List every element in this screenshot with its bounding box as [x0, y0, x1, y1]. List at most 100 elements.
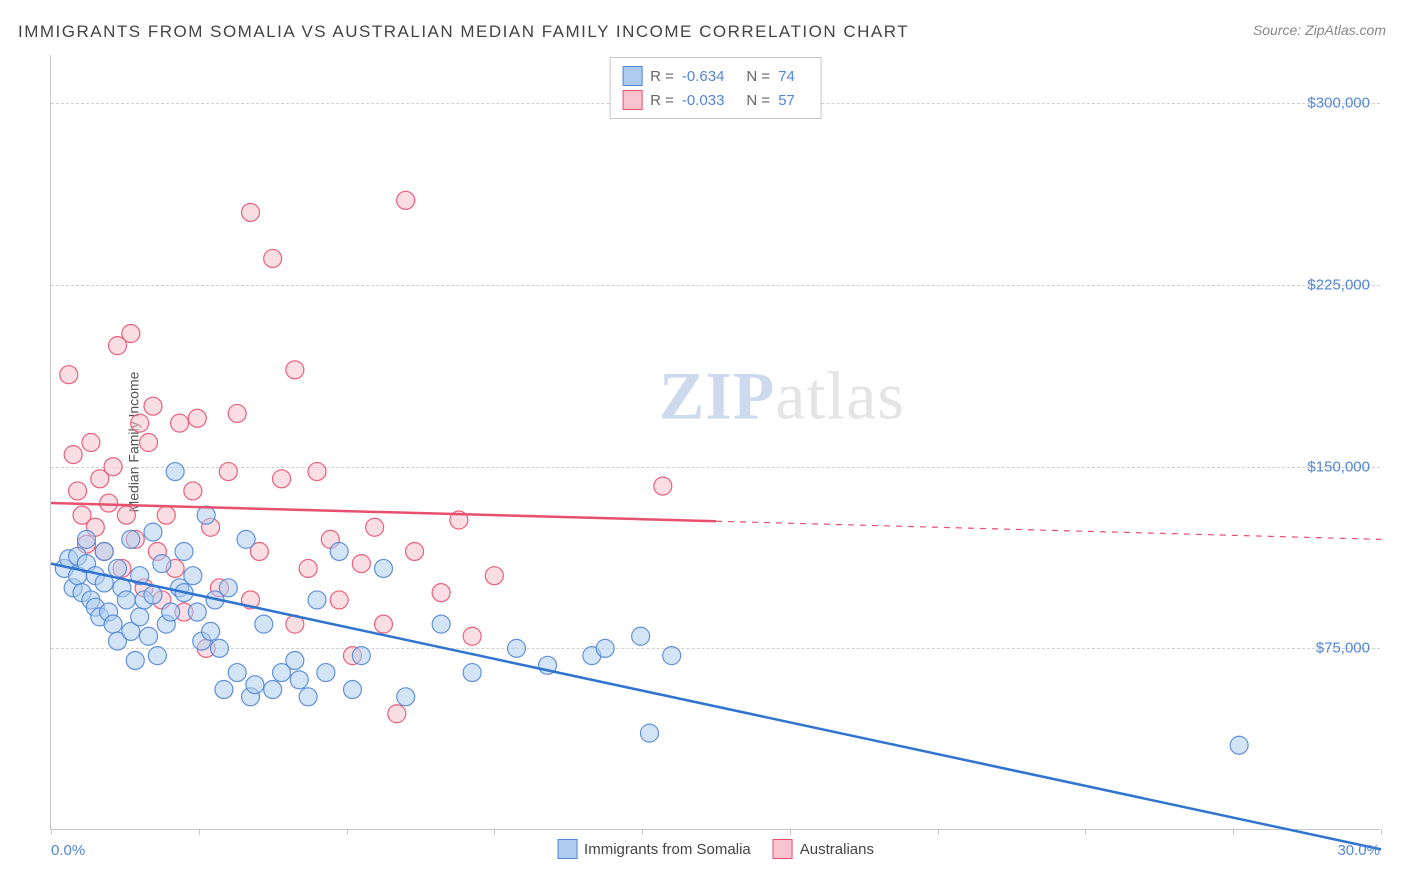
- legend-swatch-blue: [622, 66, 642, 86]
- scatter-point: [210, 639, 228, 657]
- scatter-point: [352, 555, 370, 573]
- scatter-point: [219, 579, 237, 597]
- scatter-point: [286, 361, 304, 379]
- legend-label-australians: Australians: [800, 841, 874, 858]
- x-tick: [938, 829, 939, 835]
- scatter-point: [166, 463, 184, 481]
- scatter-point: [308, 591, 326, 609]
- scatter-point: [397, 688, 415, 706]
- scatter-point: [330, 542, 348, 560]
- x-tick: [347, 829, 348, 835]
- legend-swatch-pink-2: [773, 839, 793, 859]
- scatter-point: [299, 559, 317, 577]
- trend-line-solid: [51, 503, 716, 521]
- scatter-point: [641, 724, 659, 742]
- n-label-2: N =: [746, 92, 770, 109]
- legend-item-australians: Australians: [773, 839, 874, 859]
- scatter-point: [77, 530, 95, 548]
- scatter-point: [175, 542, 193, 560]
- trend-line-solid: [51, 564, 1381, 850]
- scatter-point: [117, 506, 135, 524]
- legend-swatch-blue-2: [557, 839, 577, 859]
- scatter-point: [228, 404, 246, 422]
- scatter-point: [188, 409, 206, 427]
- scatter-point: [219, 463, 237, 481]
- scatter-point: [202, 622, 220, 640]
- scatter-point: [162, 603, 180, 621]
- legend-row-series-2: R = -0.033 N = 57: [622, 88, 809, 112]
- x-axis-min-label: 0.0%: [51, 842, 85, 859]
- scatter-point: [366, 518, 384, 536]
- scatter-point: [131, 608, 149, 626]
- trend-line-dashed: [716, 521, 1381, 539]
- legend-label-somalia: Immigrants from Somalia: [584, 841, 751, 858]
- scatter-point: [197, 506, 215, 524]
- scatter-point: [317, 664, 335, 682]
- scatter-point: [69, 482, 87, 500]
- scatter-point: [286, 651, 304, 669]
- scatter-point: [432, 584, 450, 602]
- chart-plot-area: Median Family Income ZIPatlas $75,000$15…: [50, 55, 1380, 830]
- scatter-point: [140, 434, 158, 452]
- series-legend: Immigrants from Somalia Australians: [557, 839, 874, 859]
- scatter-point: [264, 249, 282, 267]
- scatter-point: [157, 506, 175, 524]
- scatter-point: [117, 591, 135, 609]
- scatter-point: [171, 414, 189, 432]
- scatter-point: [508, 639, 526, 657]
- scatter-point: [388, 705, 406, 723]
- scatter-point: [596, 639, 614, 657]
- scatter-point: [343, 681, 361, 699]
- scatter-point: [663, 647, 681, 665]
- scatter-point: [299, 688, 317, 706]
- scatter-point: [290, 671, 308, 689]
- r-value-1: -0.634: [682, 68, 725, 85]
- scatter-point: [485, 567, 503, 585]
- n-value-2: 57: [778, 92, 795, 109]
- scatter-point: [104, 458, 122, 476]
- scatter-point: [100, 494, 118, 512]
- scatter-point: [144, 397, 162, 415]
- scatter-point: [352, 647, 370, 665]
- scatter-point: [64, 446, 82, 464]
- x-tick: [642, 829, 643, 835]
- scatter-point: [95, 542, 113, 560]
- scatter-point: [184, 482, 202, 500]
- scatter-point: [375, 559, 393, 577]
- scatter-point: [215, 681, 233, 699]
- scatter-point: [148, 647, 166, 665]
- x-tick: [1381, 829, 1382, 835]
- legend-row-series-1: R = -0.634 N = 74: [622, 64, 809, 88]
- x-tick: [199, 829, 200, 835]
- scatter-point: [126, 651, 144, 669]
- x-tick: [1085, 829, 1086, 835]
- x-tick: [51, 829, 52, 835]
- scatter-point: [131, 414, 149, 432]
- legend-item-somalia: Immigrants from Somalia: [557, 839, 751, 859]
- r-label-1: R =: [650, 68, 674, 85]
- scatter-point: [144, 586, 162, 604]
- correlation-legend: R = -0.634 N = 74 R = -0.033 N = 57: [609, 57, 822, 119]
- scatter-point: [375, 615, 393, 633]
- scatter-point: [122, 325, 140, 343]
- n-value-1: 74: [778, 68, 795, 85]
- scatter-point: [632, 627, 650, 645]
- scatter-point: [463, 664, 481, 682]
- r-value-2: -0.033: [682, 92, 725, 109]
- scatter-point: [330, 591, 348, 609]
- scatter-point: [82, 434, 100, 452]
- scatter-point: [237, 530, 255, 548]
- scatter-point: [242, 203, 260, 221]
- source-attribution: Source: ZipAtlas.com: [1253, 22, 1386, 38]
- scatter-point: [273, 470, 291, 488]
- scatter-point: [188, 603, 206, 621]
- scatter-point: [60, 366, 78, 384]
- scatter-point: [654, 477, 672, 495]
- scatter-point: [228, 664, 246, 682]
- scatter-point: [104, 615, 122, 633]
- scatter-point: [264, 681, 282, 699]
- scatter-point: [1230, 736, 1248, 754]
- scatter-point: [109, 559, 127, 577]
- legend-swatch-pink: [622, 90, 642, 110]
- n-label-1: N =: [746, 68, 770, 85]
